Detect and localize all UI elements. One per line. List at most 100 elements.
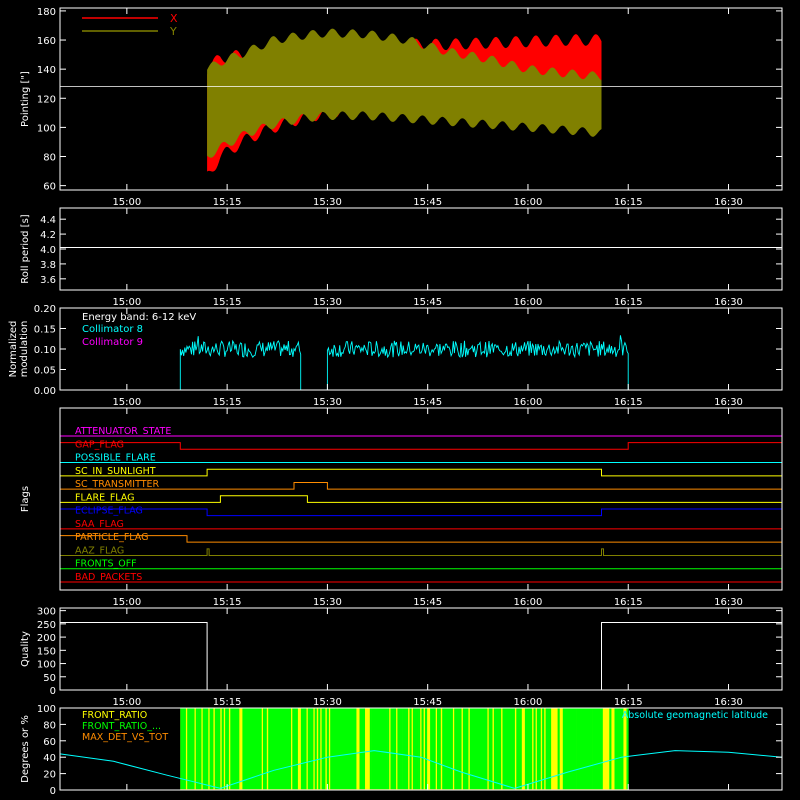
front-ratio-bar [599,708,602,790]
front-ratio-bar [383,708,386,790]
x-tick-label: 15:00 [112,597,141,608]
front-ratio-bar [581,708,584,790]
front-ratio-bar [233,708,236,790]
front-ratio-bar [259,708,262,790]
x-tick-label: 15:00 [112,297,141,308]
x-tick-label: 16:15 [614,697,643,708]
front-ratio-bar [344,708,347,790]
y-tick-label: 0.05 [34,366,56,377]
y-tick-label: 0.10 [34,345,56,356]
front-ratio-bar [188,708,192,790]
front-ratio-bar [300,708,304,790]
legend-label-collimator-8: Collimator 8 [82,324,143,335]
x-tick-label: 16:30 [714,397,743,408]
x-tick-label: 15:15 [213,397,242,408]
front-ratio-bar [380,708,383,790]
front-ratio-bar [287,708,290,790]
front-ratio-bar [307,708,310,790]
flag-label-attenuator-state: ATTENUATOR_STATE [75,426,171,437]
front-ratio-bar [314,708,317,790]
flag-label-fronts-off: FRONTS_OFF [75,559,137,570]
x-tick-label: 15:30 [313,397,342,408]
front-ratio-bar [502,708,505,790]
front-ratio-bar [430,708,433,790]
flag-label-gap-flag: GAP_FLAG [75,439,124,450]
y-axis-label: Roll period [s] [20,214,31,283]
legend-label-ratio-0: FRONT_RATIO [82,710,147,721]
front-ratio-bar [588,708,591,790]
flag-label-aaz-flag: AAZ_FLAG [75,545,124,556]
x-tick-label: 16:00 [514,697,543,708]
front-ratio-bar [216,708,219,790]
front-ratio-bar [399,708,402,790]
front-ratio-bar [431,708,435,790]
front-ratio-bar [192,708,195,790]
front-ratio-bar [505,708,509,790]
front-ratio-bar [473,708,476,790]
front-ratio-bar [433,708,436,790]
flag-label-flare-flag: FLARE_FLAG [75,492,135,503]
front-ratio-bar [414,708,417,790]
y-axis-label: Pointing ["] [20,71,31,127]
y-tick-label: 100 [37,704,56,715]
front-ratio-bar [342,708,345,790]
front-ratio-bar [347,708,350,790]
front-ratio-bar [190,708,193,790]
front-ratio-bar [626,708,629,790]
front-ratio-bar [359,708,362,790]
front-ratio-bar [226,708,229,790]
x-tick-label: 15:30 [313,297,342,308]
front-ratio-bar [511,708,514,790]
front-ratio-bar [516,708,519,790]
panel-roll: 15:00 15:15 15:30 15:45 16:00 16:15 16:30 3.6 3.… [20,207,783,308]
front-ratio-bar [471,708,474,790]
front-ratio-bar [206,708,209,790]
y-tick-label: 4.4 [40,215,56,226]
front-ratio-bar [256,708,259,790]
front-ratio-bar [509,708,512,790]
front-ratio-bar [459,708,462,790]
front-ratio-bar [362,708,366,790]
front-ratio-bar [592,708,595,790]
x-tick-label: 15:30 [313,597,342,608]
front-ratio-bar [237,708,240,790]
front-ratio-bar [485,708,488,790]
front-ratio-bar [337,708,340,790]
y-tick-label: 100 [37,660,56,671]
front-ratio-bar [361,708,364,790]
legend-label-collimator-9: Collimator 9 [82,337,143,348]
front-ratio-bar [526,708,529,790]
plot-area [60,435,782,583]
front-ratio-bar [569,708,572,790]
front-ratio-bar [375,708,378,790]
front-ratio-bar [576,708,579,790]
y-tick-label: 0.20 [34,304,56,315]
x-tick-label: 15:45 [413,397,442,408]
x-tick-label: 16:30 [714,697,743,708]
flag-line-particle-flag [60,535,782,543]
front-ratio-bar [478,708,481,790]
legend-label-y: Y [169,25,177,38]
front-ratio-bar [585,708,588,790]
front-ratio-bar [536,708,540,790]
y-tick-label: 0 [50,786,56,797]
front-ratio-bar [400,708,403,790]
front-ratio-bar [271,708,274,790]
front-ratio-bar [609,708,612,790]
x-tick-label: 16:15 [614,297,643,308]
front-ratio-bar [376,708,379,790]
front-ratio-bar [557,708,560,790]
axes-frame [59,407,783,591]
front-ratio-bar [409,708,412,790]
front-ratio-bar [218,708,221,790]
front-ratio-bar [276,708,279,790]
flag-label-sc-transmitter: SC_TRANSMITTER [75,479,160,490]
front-ratio-bar [528,708,531,790]
front-ratio-bar [221,708,224,790]
y-axis-label: Flags [20,486,31,512]
front-ratio-bar [597,708,600,790]
x-tick-label: 15:30 [313,697,342,708]
front-ratio-bar [371,708,374,790]
front-ratio-bar [397,708,400,790]
front-ratio-bar [566,708,569,790]
